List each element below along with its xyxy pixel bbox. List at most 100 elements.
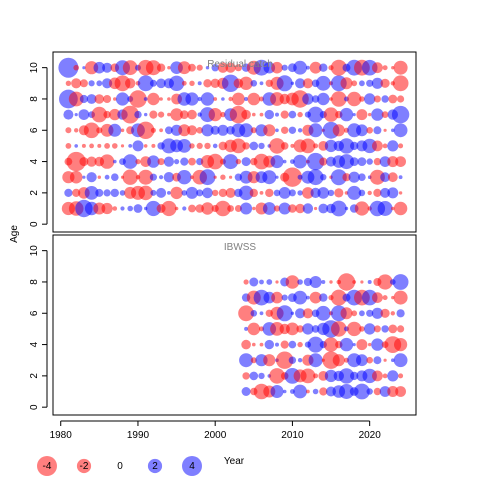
bubble-point <box>383 128 387 132</box>
bubble-point <box>231 138 246 154</box>
bubble-point <box>110 188 120 198</box>
bubble-point <box>373 356 382 365</box>
bubble-point <box>302 93 314 105</box>
bubble-point <box>387 172 398 183</box>
bubble-point <box>367 280 372 284</box>
bubble-point <box>167 97 171 101</box>
bubble-point <box>259 191 264 195</box>
bubble-point <box>170 108 183 121</box>
bubble-point <box>377 274 393 290</box>
bubble-point <box>145 200 161 217</box>
bubble-point <box>273 189 281 197</box>
y-tick-label: 10 <box>29 62 40 74</box>
panel-residual-catch: Residual catch 0 2 4 6 8 10 <box>29 51 417 233</box>
bubble-point <box>239 353 254 368</box>
bubble-point <box>352 343 356 347</box>
bubble-point <box>138 185 153 201</box>
bubble-point <box>65 80 72 87</box>
bubble-point <box>103 189 111 197</box>
bubble-point <box>202 187 213 199</box>
bubble-point <box>112 206 118 211</box>
bubble-point <box>213 175 217 179</box>
bubble-point <box>315 75 331 91</box>
bubble-point <box>241 387 251 396</box>
bubble-point <box>104 143 110 149</box>
bubble-point <box>379 386 391 397</box>
bubble-point <box>382 143 388 149</box>
bubble-point <box>120 206 125 211</box>
bubble-point <box>187 125 197 136</box>
bubble-point <box>359 96 365 102</box>
bubble-point <box>318 203 329 214</box>
bubble-point <box>354 201 369 216</box>
bubble-point <box>373 126 382 135</box>
bubble-point <box>273 205 281 212</box>
bubble-point <box>387 386 399 397</box>
bubble-point <box>128 144 133 148</box>
bubble-point <box>86 156 97 167</box>
bubble-point <box>278 202 291 215</box>
bubble-point <box>178 124 191 137</box>
bubble-point <box>321 280 326 284</box>
y-tick-label: 8 <box>29 96 40 102</box>
bubble-point <box>138 169 154 185</box>
bubble-point <box>362 138 377 154</box>
bubble-point <box>288 204 297 213</box>
bubble-point <box>373 188 382 197</box>
bubble-point <box>397 95 405 103</box>
bubble-point <box>252 112 256 117</box>
bubble-point <box>156 63 166 72</box>
bubble-point <box>167 112 171 117</box>
bubble-point <box>259 112 264 117</box>
bubble-point <box>380 172 390 183</box>
bubble-point <box>392 274 409 290</box>
bubble-point <box>159 128 164 133</box>
bubble-point <box>380 187 391 198</box>
bubble-point <box>84 186 99 200</box>
bubble-point <box>217 124 229 136</box>
bubble-point <box>302 187 314 199</box>
bubble-point <box>119 190 126 196</box>
bubble-point <box>306 389 310 394</box>
bubble-point <box>297 358 303 363</box>
bubble-point <box>149 173 157 181</box>
bubble-point <box>392 75 409 92</box>
bubble-point <box>212 189 219 197</box>
bubble-point <box>286 322 299 336</box>
bubble-point <box>372 370 383 382</box>
y-tick-label: 0 <box>29 221 40 227</box>
bubble-point <box>350 371 359 381</box>
bubble-point <box>81 143 86 148</box>
bubble-point <box>367 190 372 196</box>
bubble-point <box>373 95 381 103</box>
bubble-point <box>207 153 223 170</box>
bubble-point <box>165 126 173 135</box>
bubble-point <box>356 109 368 121</box>
bubble-point <box>242 142 250 150</box>
bubble-point <box>373 157 382 166</box>
bubble-point <box>221 97 225 101</box>
bubble-point <box>181 190 188 196</box>
bubble-point <box>120 128 125 133</box>
y-tick-label: 2 <box>29 190 40 196</box>
bubble-point <box>351 310 358 317</box>
bubble-point <box>398 191 403 195</box>
bubble-point <box>337 273 356 291</box>
bubble-point <box>393 201 408 216</box>
bubble-point <box>387 140 399 152</box>
bubble-point <box>391 105 410 124</box>
bubble-point <box>381 325 389 333</box>
bubble-point <box>129 90 147 108</box>
bubble-point <box>263 354 276 367</box>
bubble-point <box>276 351 294 369</box>
bubble-point <box>252 342 256 347</box>
bubble-point <box>225 62 236 73</box>
bubble-point <box>338 368 355 384</box>
bubble-point <box>295 78 306 89</box>
bubble-point <box>249 371 259 381</box>
bubble-point <box>323 107 339 122</box>
bubble-point <box>112 143 118 149</box>
bubble-point <box>104 174 110 180</box>
bubble-point <box>259 81 264 86</box>
